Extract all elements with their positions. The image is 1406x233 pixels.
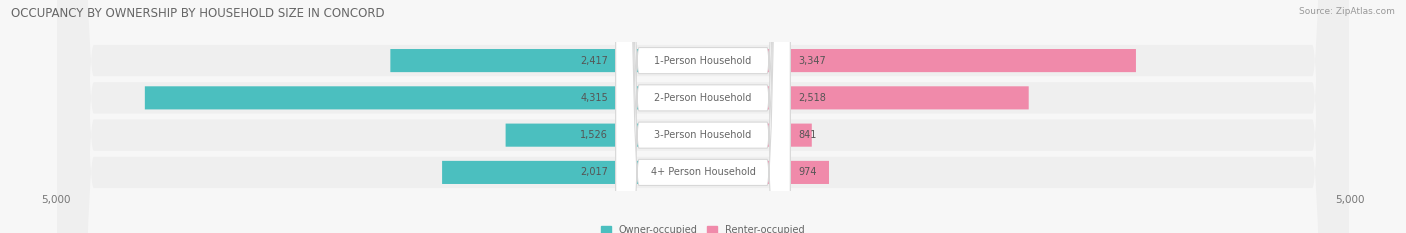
- Text: 4+ Person Household: 4+ Person Household: [651, 168, 755, 177]
- FancyBboxPatch shape: [58, 0, 1348, 233]
- Text: 4,315: 4,315: [581, 93, 607, 103]
- FancyBboxPatch shape: [616, 0, 790, 233]
- FancyBboxPatch shape: [441, 161, 703, 184]
- FancyBboxPatch shape: [506, 123, 703, 147]
- FancyBboxPatch shape: [703, 161, 830, 184]
- FancyBboxPatch shape: [616, 0, 790, 233]
- FancyBboxPatch shape: [145, 86, 703, 110]
- Legend: Owner-occupied, Renter-occupied: Owner-occupied, Renter-occupied: [598, 221, 808, 233]
- FancyBboxPatch shape: [616, 0, 790, 233]
- FancyBboxPatch shape: [703, 123, 811, 147]
- Text: 2,417: 2,417: [581, 56, 607, 65]
- FancyBboxPatch shape: [58, 0, 1348, 233]
- Text: OCCUPANCY BY OWNERSHIP BY HOUSEHOLD SIZE IN CONCORD: OCCUPANCY BY OWNERSHIP BY HOUSEHOLD SIZE…: [11, 7, 385, 20]
- Text: 2,017: 2,017: [581, 168, 607, 177]
- Text: 841: 841: [799, 130, 817, 140]
- FancyBboxPatch shape: [58, 0, 1348, 233]
- FancyBboxPatch shape: [58, 0, 1348, 233]
- Text: 2,518: 2,518: [799, 93, 825, 103]
- Text: 1-Person Household: 1-Person Household: [654, 56, 752, 65]
- FancyBboxPatch shape: [703, 49, 1136, 72]
- Text: 3,347: 3,347: [799, 56, 825, 65]
- Text: 2-Person Household: 2-Person Household: [654, 93, 752, 103]
- Text: 974: 974: [799, 168, 817, 177]
- FancyBboxPatch shape: [616, 0, 790, 233]
- Text: 3-Person Household: 3-Person Household: [654, 130, 752, 140]
- Text: 1,526: 1,526: [581, 130, 607, 140]
- FancyBboxPatch shape: [703, 86, 1029, 110]
- FancyBboxPatch shape: [391, 49, 703, 72]
- Text: Source: ZipAtlas.com: Source: ZipAtlas.com: [1299, 7, 1395, 16]
